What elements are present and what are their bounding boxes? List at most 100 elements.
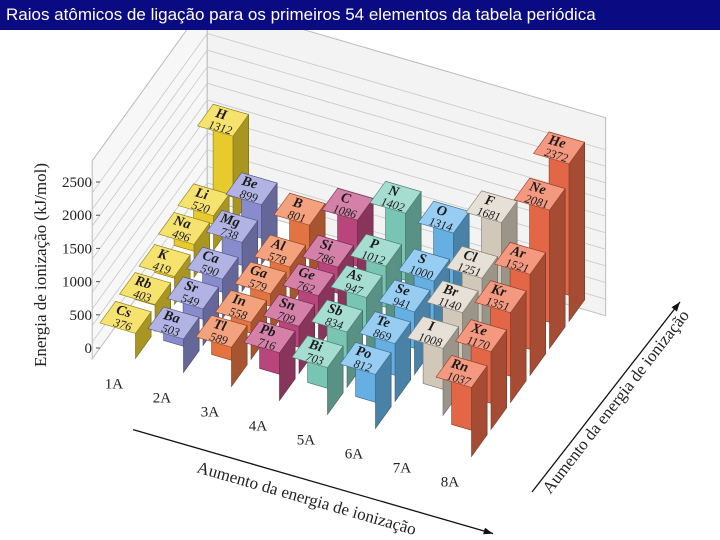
element-value: 738: [219, 224, 240, 242]
element-value: 1086: [331, 201, 358, 221]
element-symbol: In: [230, 292, 248, 310]
bar-top-Cl: [446, 245, 499, 279]
depth-axis-label: Aumento da energia de ionização: [538, 306, 693, 497]
bar-top-Li: [177, 183, 230, 217]
group-label-8A: 8A: [441, 475, 460, 491]
element-value: 558: [228, 304, 249, 322]
element-symbol: Po: [354, 344, 373, 363]
bar-top-F: [465, 190, 518, 224]
ionization-energy-chart: 0 500 1000 1500 2000 2500 Energia de ionização…: [31, 30, 693, 539]
element-value: 1402: [379, 194, 406, 214]
element-symbol: O: [435, 203, 449, 220]
element-value: 762: [295, 278, 316, 296]
element-symbol: Ba: [161, 308, 182, 327]
x-axis-arrowhead: [483, 527, 494, 535]
element-symbol: Tl: [212, 317, 228, 335]
bar-side-Ne: [549, 187, 566, 350]
bar-top-Ga: [234, 261, 287, 295]
group-label-5A: 5A: [297, 433, 316, 449]
depth-axis-arrowhead: [671, 302, 680, 312]
bar-top-Al: [254, 234, 307, 268]
element-value: 2081: [523, 191, 550, 211]
bar-top-Sn: [263, 293, 316, 327]
y-tick-label: 1500: [62, 241, 92, 257]
bar-top-Rn: [435, 355, 488, 388]
element-value: 1521: [504, 255, 531, 275]
element-value: 2372: [543, 145, 570, 165]
group-label-2A: 2A: [153, 391, 172, 407]
bar-top-Bi: [291, 335, 344, 369]
element-symbol: Pb: [258, 322, 277, 341]
element-value: 1312: [207, 117, 234, 137]
element-symbol: Al: [269, 236, 287, 254]
element-symbol: Sr: [183, 278, 200, 296]
bar-top-Ne: [513, 177, 566, 211]
element-value: 419: [151, 259, 172, 277]
bar-top-B: [273, 192, 326, 226]
element-symbol: S: [416, 251, 428, 268]
element-symbol: Si: [318, 237, 334, 255]
depth-axis-arrow: [531, 301, 681, 493]
bar-top-Kr: [474, 280, 527, 314]
element-value: 590: [199, 261, 220, 279]
element-value: 578: [267, 249, 288, 267]
element-symbol: Te: [375, 313, 392, 331]
group-label-3A: 3A: [201, 405, 220, 421]
element-value: 786: [315, 249, 336, 267]
element-value: 1251: [456, 259, 483, 279]
element-symbol: Ge: [297, 265, 317, 284]
y-tick-label: 2500: [62, 175, 92, 191]
element-value: 703: [304, 350, 325, 368]
element-value: 812: [352, 356, 373, 374]
bar-top-Ar: [494, 242, 547, 275]
title-bar: Raios atômicos de ligação para os primei…: [0, 0, 720, 30]
gridline: [91, 49, 208, 210]
element-value: 1681: [475, 204, 502, 224]
element-value: 716: [256, 335, 277, 353]
x-axis-label: Aumento da energia de ionização: [195, 458, 419, 539]
gridline: [207, 82, 606, 200]
element-symbol: Be: [239, 174, 259, 193]
bar-top-Br: [426, 280, 479, 314]
element-symbol: Ca: [201, 248, 221, 267]
gridline: [207, 33, 606, 151]
element-symbol: F: [482, 193, 497, 210]
bar-top-C: [321, 187, 374, 221]
element-value: 899: [238, 187, 259, 205]
element-symbol: Li: [193, 185, 210, 203]
page-title: Raios atômicos de ligação para os primei…: [6, 5, 596, 24]
element-symbol: Rn: [448, 356, 470, 376]
group-label-1A: 1A: [105, 377, 124, 393]
element-symbol: H: [213, 106, 230, 124]
element-value: 520: [190, 198, 211, 216]
bar-top-Ge: [282, 263, 335, 297]
y-tick-label: 0: [85, 341, 93, 357]
element-value: 947: [343, 279, 365, 298]
bar-top-He: [533, 131, 586, 165]
element-symbol: Sn: [278, 296, 297, 315]
bar-top-Sr: [167, 276, 220, 310]
element-value: 589: [208, 329, 229, 347]
element-symbol: Mg: [218, 211, 242, 231]
element-symbol: Br: [440, 282, 460, 301]
y-axis-label: Energia de ionização (kJ/mol): [31, 163, 50, 367]
gridline: [91, 149, 208, 310]
group-label-7A: 7A: [393, 461, 412, 477]
bar-top-Cs: [99, 301, 152, 334]
bar-top-Te: [359, 311, 412, 345]
x-axis-arrow: [132, 428, 494, 535]
element-value: 403: [132, 287, 153, 305]
element-symbol: He: [546, 133, 568, 152]
element-value: 1037: [445, 369, 473, 389]
element-symbol: Ga: [248, 263, 269, 282]
element-symbol: Ne: [527, 179, 548, 198]
element-symbol: I: [425, 319, 436, 335]
